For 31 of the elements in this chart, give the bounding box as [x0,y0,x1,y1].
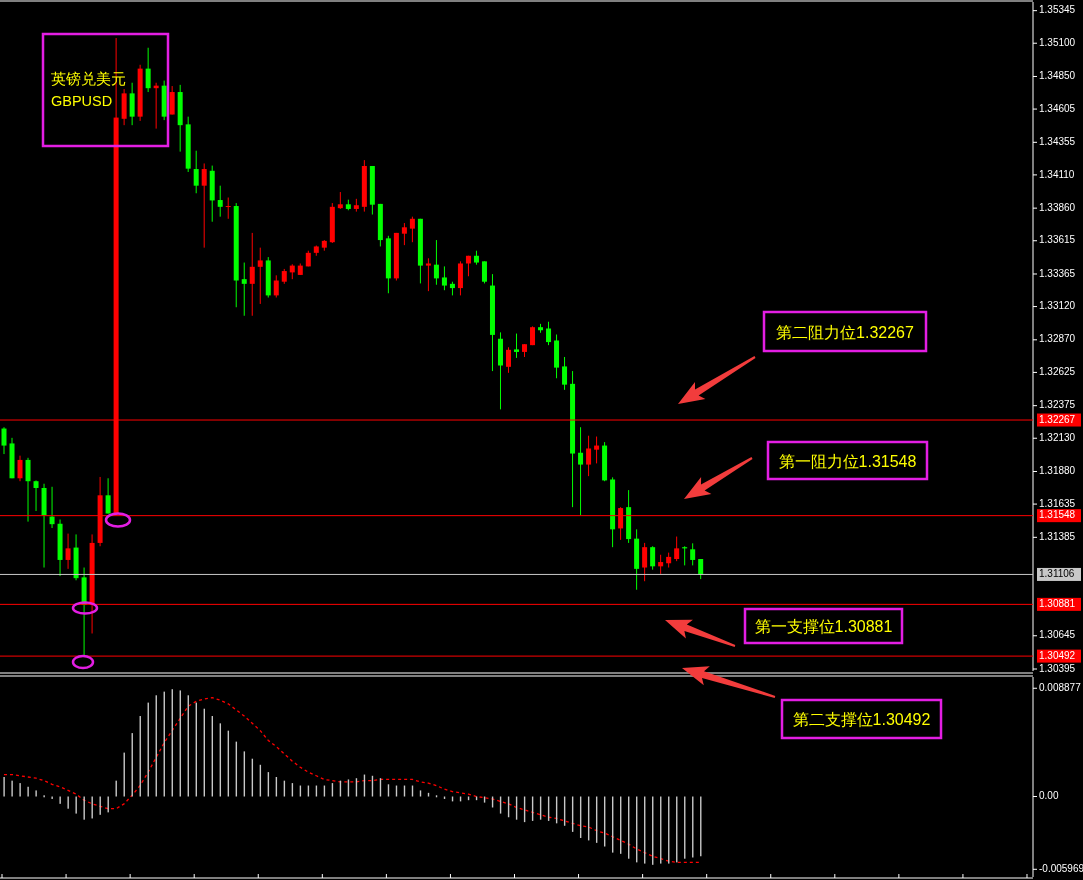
y-tick-label: 1.34850 [1039,70,1076,82]
ref-line-label: 1.30881 [1039,598,1076,610]
y-tick-label: 1.31385 [1039,530,1076,542]
y-tick-label: 1.35345 [1039,4,1076,16]
y-tick-label: 0.008877 [1039,681,1082,693]
ref-line-label: 1.31106 [1039,568,1075,580]
y-tick-label: 1.35100 [1039,36,1076,48]
y-tick-label: 1.31635 [1039,497,1076,509]
y-tick-label: 1.34355 [1039,135,1076,147]
y-tick-label: -0.005969 [1039,862,1083,874]
y-tick-label: 1.33860 [1039,201,1076,213]
y-tick-label: 0.00 [1039,790,1059,802]
y-tick-label: 1.32375 [1039,399,1076,411]
y-tick-label: 1.33120 [1039,300,1076,312]
y-tick-label: 1.32625 [1039,366,1076,378]
annotation: 第二支撑位1.30492 [792,711,931,728]
y-tick-label: 1.33365 [1039,267,1076,279]
y-tick-label: 1.34110 [1039,168,1075,180]
y-tick-label: 1.30645 [1039,629,1076,641]
y-tick-label: 1.34605 [1039,102,1076,114]
y-tick-label: 1.32130 [1039,431,1076,443]
ref-line-label: 1.32267 [1039,413,1076,425]
y-tick-label: 1.31880 [1039,465,1076,477]
y-tick-label: 1.32870 [1039,333,1076,345]
annotation: 第二阻力位1.32267 [776,323,915,341]
y-tick-label: 1.30395 [1039,662,1076,674]
annotation: 第一支撑位1.30881 [754,618,893,635]
ref-line-label: 1.30492 [1039,649,1076,661]
ref-line-label: 1.31548 [1039,509,1076,521]
annotation: 第一阻力位1.31548 [778,452,917,470]
y-tick-label: 1.33615 [1039,234,1076,246]
